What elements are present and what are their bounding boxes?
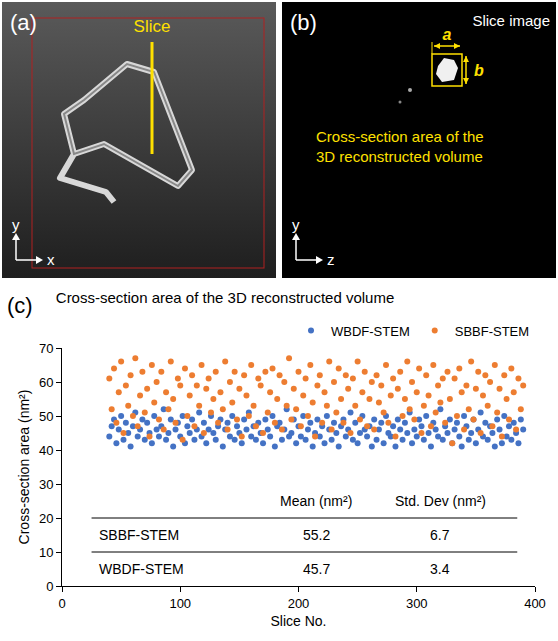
svg-text:Cross-section area (nm²): Cross-section area (nm²) — [16, 390, 32, 545]
svg-text:(b): (b) — [290, 10, 317, 35]
svg-text:0: 0 — [58, 596, 65, 611]
svg-text:Cross-section area of the 3D r: Cross-section area of the 3D reconstruct… — [56, 289, 395, 306]
svg-text:20: 20 — [39, 511, 53, 526]
svg-text:Cross-section area of the: Cross-section area of the — [316, 128, 484, 145]
svg-text:Slice No.: Slice No. — [270, 613, 326, 629]
svg-text:45.7: 45.7 — [303, 561, 330, 577]
svg-text:6.7: 6.7 — [430, 527, 450, 543]
svg-text:WBDF-STEM: WBDF-STEM — [331, 324, 410, 339]
svg-text:SBBF-STEM: SBBF-STEM — [99, 527, 179, 543]
svg-text:40: 40 — [39, 443, 53, 458]
svg-text:a: a — [443, 26, 452, 43]
svg-text:Std. Dev (nm²): Std. Dev (nm²) — [395, 493, 486, 509]
svg-text:55.2: 55.2 — [303, 527, 330, 543]
svg-text:50: 50 — [39, 409, 53, 424]
svg-text:(c): (c) — [7, 293, 33, 318]
svg-text:400: 400 — [524, 596, 546, 611]
svg-text:y: y — [292, 216, 300, 233]
svg-text:(a): (a) — [10, 10, 37, 35]
svg-text:Slice image: Slice image — [472, 12, 550, 29]
svg-text:3D reconstructed volume: 3D reconstructed volume — [316, 148, 483, 165]
svg-text:100: 100 — [169, 596, 191, 611]
svg-text:x: x — [47, 251, 55, 268]
svg-text:b: b — [474, 62, 484, 79]
svg-text:y: y — [12, 216, 20, 233]
svg-text:200: 200 — [288, 596, 310, 611]
svg-text:SBBF-STEM: SBBF-STEM — [455, 324, 529, 339]
svg-text:Slice: Slice — [134, 17, 171, 36]
svg-text:WBDF-STEM: WBDF-STEM — [99, 561, 184, 577]
svg-text:70: 70 — [39, 341, 53, 356]
svg-text:z: z — [327, 251, 335, 268]
svg-text:10: 10 — [39, 545, 53, 560]
svg-text:3.4: 3.4 — [430, 561, 450, 577]
svg-text:300: 300 — [406, 596, 428, 611]
svg-text:Mean (nm²): Mean (nm²) — [280, 493, 352, 509]
svg-text:60: 60 — [39, 375, 53, 390]
svg-text:30: 30 — [39, 477, 53, 492]
svg-text:0: 0 — [46, 579, 53, 594]
